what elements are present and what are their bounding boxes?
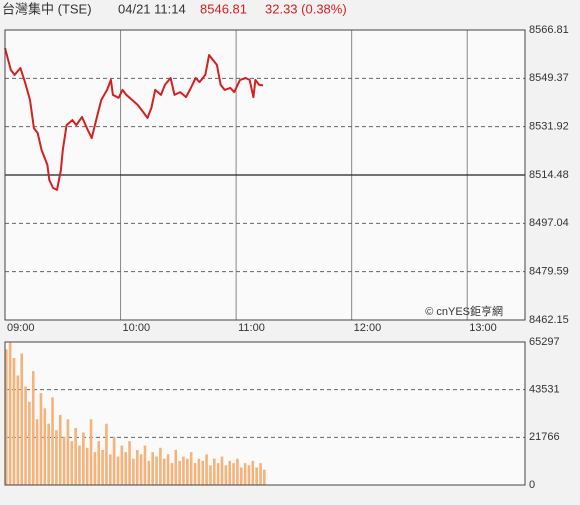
volume-bar xyxy=(166,454,170,485)
x-tick-label: 11:00 xyxy=(238,322,265,334)
volume-bar xyxy=(20,353,24,485)
price-line xyxy=(4,47,264,191)
y-tick-label: 65297 xyxy=(529,336,560,348)
volume-bar xyxy=(101,449,104,485)
volume-bar xyxy=(189,452,193,485)
volume-bar xyxy=(255,467,258,485)
y-tick-label: 8514.48 xyxy=(529,169,569,181)
volume-bar xyxy=(224,465,228,485)
quote-time: 04/21 11:14 xyxy=(118,1,186,16)
y-tick-label: 8479.59 xyxy=(529,266,569,278)
x-tick-label: 10:00 xyxy=(123,322,151,334)
y-tick-label: 8462.15 xyxy=(529,314,569,326)
volume-bar xyxy=(116,456,120,485)
volume-bar xyxy=(178,460,181,485)
y-tick-label: 8497.04 xyxy=(529,217,569,229)
volume-bar xyxy=(51,397,54,485)
volume-bar xyxy=(259,463,262,485)
volume-bar xyxy=(85,447,89,485)
volume-bar xyxy=(193,463,197,485)
volume-bar xyxy=(112,436,116,485)
volume-bar xyxy=(28,401,31,485)
volume-bar xyxy=(12,357,16,485)
x-tick-label: 09:00 xyxy=(7,322,35,334)
plot-border xyxy=(4,29,526,321)
volume-bar xyxy=(132,458,135,485)
volume-bar xyxy=(151,452,154,485)
volume-bar xyxy=(128,441,131,485)
y-tick-label: 8549.37 xyxy=(529,72,569,84)
volume-bar xyxy=(251,460,255,485)
volume-bar xyxy=(143,445,147,485)
volume-bar xyxy=(213,458,216,485)
volume-bar xyxy=(186,458,189,485)
copyright: © cnYES鉅亨網 xyxy=(425,304,503,318)
volume-bar xyxy=(216,463,220,485)
volume-bar xyxy=(120,445,124,485)
volume-bar xyxy=(35,419,39,485)
volume-bar xyxy=(74,428,77,485)
volume-bar xyxy=(220,456,224,485)
volume-bar xyxy=(197,458,201,485)
x-tick-label: 13:00 xyxy=(469,322,497,334)
volume-bar xyxy=(55,430,58,485)
volume-bar xyxy=(47,423,50,485)
volume-bar xyxy=(170,463,174,485)
y-tick-label: 43531 xyxy=(529,384,560,396)
volume-bar xyxy=(8,342,12,485)
volume-bar xyxy=(147,460,151,485)
volume-bar xyxy=(139,454,143,485)
volume-bar xyxy=(135,449,139,485)
y-tick-label: 0 xyxy=(529,479,535,491)
volume-bar xyxy=(109,454,112,485)
volume-bar xyxy=(182,456,185,485)
volume-bar xyxy=(201,460,205,485)
volume-bar xyxy=(97,441,101,485)
y-tick-label: 8566.81 xyxy=(529,24,569,36)
volume-bar xyxy=(105,423,108,485)
volume-bar xyxy=(31,371,35,485)
volume-bar xyxy=(16,375,20,485)
volume-bar xyxy=(209,465,212,485)
volume-bar xyxy=(82,432,85,485)
index-name: 台灣集中 (TSE) xyxy=(2,1,92,16)
plot-border xyxy=(4,341,526,486)
volume-bar xyxy=(70,441,74,485)
y-tick-label: 8531.92 xyxy=(529,121,569,133)
volume-bar xyxy=(62,436,66,485)
y-tick-label: 21766 xyxy=(529,431,560,443)
volume-bar xyxy=(93,452,97,485)
volume-bar xyxy=(124,452,128,485)
volume-bar xyxy=(205,454,208,485)
volume-bar xyxy=(243,463,247,485)
volume-bar xyxy=(58,414,62,485)
volume-bar xyxy=(239,467,243,485)
volume-bar xyxy=(232,463,235,485)
volume-bar xyxy=(247,465,251,485)
volume-bar xyxy=(78,445,81,485)
volume-bar xyxy=(174,449,178,485)
volume-bar xyxy=(155,456,158,485)
volume-bar xyxy=(39,393,43,485)
quote-price: 8546.81 xyxy=(200,1,247,16)
volume-bar xyxy=(24,386,27,485)
volume-bar xyxy=(263,469,266,485)
volume-bar xyxy=(162,458,166,485)
volume-bar xyxy=(66,419,70,485)
volume-bar xyxy=(89,419,93,485)
x-tick-label: 12:00 xyxy=(354,322,382,334)
volume-bar xyxy=(5,349,8,485)
volume-bar xyxy=(159,447,162,485)
volume-bar xyxy=(236,458,239,485)
volume-bar xyxy=(228,460,232,485)
volume-bar xyxy=(43,408,47,485)
quote-change: 32.33 (0.38%) xyxy=(265,1,347,16)
